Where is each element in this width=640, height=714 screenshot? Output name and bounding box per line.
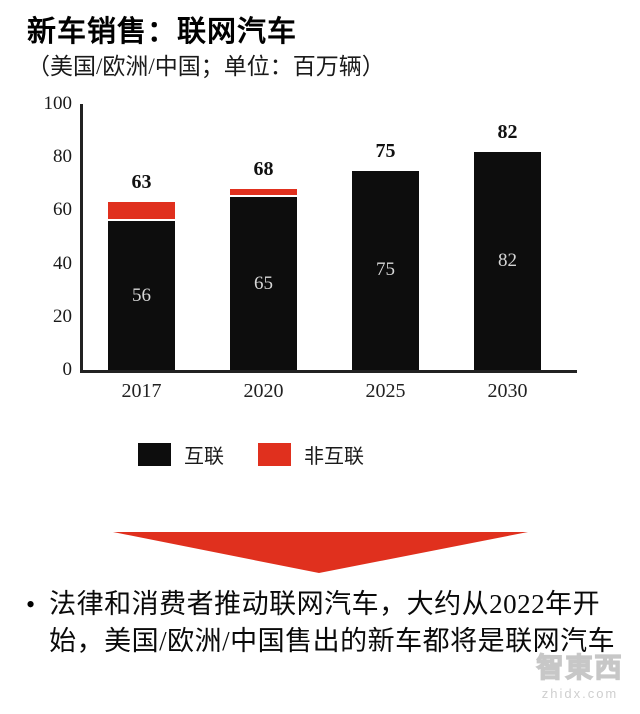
legend-swatch bbox=[258, 443, 291, 466]
y-axis-tick-label: 40 bbox=[53, 252, 72, 274]
page-subtitle: （美国/欧洲/中国；单位：百万辆） bbox=[27, 54, 385, 79]
bar-segment-connected: 56 bbox=[108, 221, 175, 370]
watermark-url: zhidx.com bbox=[541, 686, 619, 701]
bar-total-label: 82 bbox=[497, 120, 518, 143]
bullet-marker: • bbox=[26, 590, 36, 619]
bar-segment-nonconnected bbox=[108, 202, 175, 220]
bar-total-label: 63 bbox=[131, 171, 152, 194]
bar-segment-connected: 75 bbox=[352, 170, 419, 370]
bar-total-label: 75 bbox=[375, 139, 396, 162]
down-arrow-icon bbox=[113, 532, 528, 573]
bar-inside-value: 82 bbox=[498, 249, 517, 271]
x-axis-tick-label: 2025 bbox=[365, 380, 406, 402]
legend-item: 非互联 bbox=[258, 440, 364, 469]
bullet-text: 法律和消费者推动联网汽车，大约从2022年开始，美国/欧洲/中国售出的新车都将是… bbox=[49, 589, 616, 656]
bar-segment-connected: 82 bbox=[474, 151, 541, 370]
x-axis-line bbox=[80, 370, 577, 373]
y-axis-tick-label: 0 bbox=[62, 359, 73, 380]
bar-total-label: 68 bbox=[253, 158, 274, 181]
y-axis-tick-label: 60 bbox=[53, 199, 72, 221]
legend-label: 非互联 bbox=[304, 446, 364, 468]
legend-item: 互联 bbox=[138, 440, 224, 469]
bar-inside-value: 75 bbox=[376, 259, 395, 281]
y-axis-tick-label: 100 bbox=[43, 93, 73, 114]
chart-legend: 互联 非互联 bbox=[138, 440, 364, 469]
bar-inside-value: 56 bbox=[132, 284, 151, 306]
y-axis-tick-label: 80 bbox=[53, 146, 72, 168]
x-axis-tick-label: 2030 bbox=[487, 380, 528, 402]
bar-segment-connected: 65 bbox=[230, 197, 297, 370]
bar-inside-value: 65 bbox=[254, 272, 273, 294]
legend-label: 互联 bbox=[184, 446, 224, 468]
x-axis-tick-label: 2017 bbox=[121, 380, 162, 402]
page-title: 新车销售：联网汽车 bbox=[27, 16, 298, 48]
legend-swatch bbox=[138, 443, 171, 466]
x-axis-tick-label: 2020 bbox=[243, 380, 284, 402]
y-axis-tick-label: 20 bbox=[53, 305, 72, 327]
bullet-block: • 法律和消费者推动联网汽车，大约从2022年开始，美国/欧洲/中国售出的新车都… bbox=[26, 586, 626, 660]
y-axis-line bbox=[80, 104, 83, 370]
bar-segment-nonconnected bbox=[230, 189, 297, 196]
